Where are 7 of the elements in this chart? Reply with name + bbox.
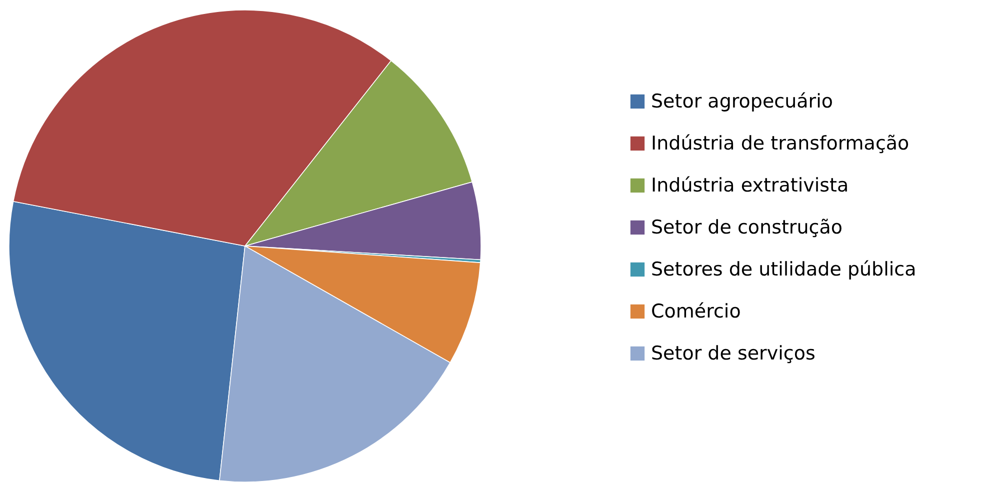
legend-label: Comércio bbox=[651, 300, 741, 322]
legend-label: Setor de construção bbox=[651, 216, 842, 238]
legend-label: Indústria extrativista bbox=[651, 174, 849, 196]
legend-label: Setor de serviços bbox=[651, 342, 816, 364]
legend-label: Setor agropecuário bbox=[651, 90, 833, 112]
legend-label: Setores de utilidade pública bbox=[651, 258, 916, 280]
legend-label: Indústria de transformação bbox=[651, 132, 910, 154]
